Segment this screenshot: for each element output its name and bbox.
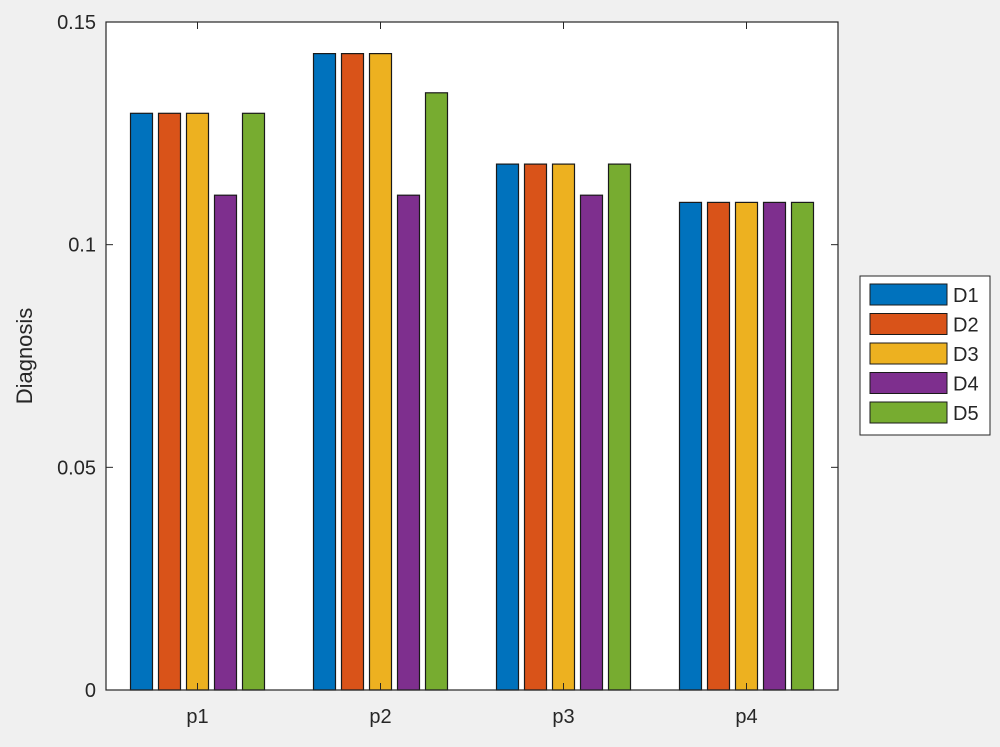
x-tick-label-p3: p3 [552,706,574,728]
y-tick-label-0: 0 [85,680,96,702]
bar-d4-p2 [396,194,421,691]
legend-swatch-d4 [869,372,948,394]
bar-d1-p3 [495,163,520,691]
bar-d3-p1 [185,112,210,691]
x-tick-label-p4: p4 [735,706,757,728]
y-tick-label-0.05: 0.05 [57,457,96,479]
legend-swatch-d1 [869,283,948,306]
legend-label-d1: D1 [953,285,979,307]
bar-d2-p1 [157,112,182,691]
y-axis-title: Diagnosis [12,308,37,405]
legend-swatch-d3 [869,342,948,365]
ticks-layer: p1 p2 p3 p4 0 0.05 0.1 0.15 [57,12,838,728]
bar-d4-p4 [762,201,787,691]
legend-label-d2: D2 [953,315,979,337]
x-tick-label-p2: p2 [369,706,391,728]
legend-label-d5: D5 [953,403,979,425]
bar-d4-p3 [579,194,604,691]
bar-d1-p2 [312,52,337,691]
y-tick-label-0.1: 0.1 [68,235,96,257]
bar-d3-p2 [368,52,393,691]
x-tick-label-p1: p1 [186,706,208,728]
legend[interactable]: D1 D2 D3 D4 D5 [859,275,991,436]
bar-d5-p4 [790,201,815,691]
bar-d3-p4 [734,201,759,691]
bar-d1-p1 [129,112,154,691]
bar-d3-p3 [551,163,576,691]
plot-frame [105,21,839,691]
bar-d1-p4 [678,201,703,691]
bar-d4-p1 [213,194,238,691]
bar-d2-p4 [706,201,731,691]
legend-swatch-d5 [869,401,948,424]
bar-d5-p2 [424,92,449,691]
bar-d2-p3 [523,163,548,691]
bar-d2-p2 [340,52,365,691]
bar-d5-p1 [241,112,266,691]
legend-label-d4: D4 [953,374,979,396]
y-tick-label-0.15: 0.15 [57,12,96,34]
legend-items: D1 D2 D3 D4 D5 [869,283,979,425]
bars-layer [129,52,815,691]
legend-label-d3: D3 [953,344,979,366]
bar-d5-p3 [607,163,632,691]
legend-swatch-d2 [869,313,948,335]
